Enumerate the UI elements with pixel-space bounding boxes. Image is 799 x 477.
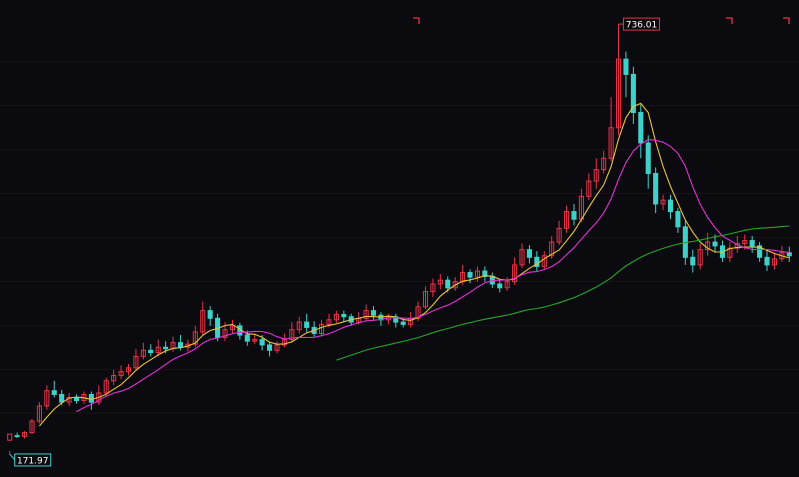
- candle-body: [73, 397, 80, 402]
- candle-body: [623, 58, 629, 75]
- candle-body: [549, 241, 555, 257]
- candle-body: [229, 325, 235, 331]
- candle-body: [333, 313, 339, 321]
- ma-short-line: [38, 102, 790, 427]
- corner-marker: [726, 17, 733, 24]
- candle-body: [200, 310, 206, 333]
- corner-marker: [783, 17, 790, 24]
- candle-body: [541, 255, 547, 267]
- candle-body: [88, 393, 94, 403]
- candle-body: [482, 270, 488, 277]
- candle-body: [363, 310, 369, 319]
- candle-body: [690, 256, 696, 266]
- candle-body: [140, 349, 146, 357]
- candle-body: [118, 371, 124, 376]
- candle-body: [341, 313, 347, 318]
- candle-body: [586, 180, 592, 197]
- candle-body: [289, 329, 295, 341]
- candle-body: [749, 240, 755, 247]
- candle-body: [44, 390, 50, 407]
- corner-marker: [413, 17, 420, 24]
- candle-body: [296, 321, 302, 331]
- candle-body: [326, 319, 332, 325]
- candle-body: [59, 393, 65, 403]
- candle-body: [207, 310, 213, 319]
- candle-body: [133, 355, 139, 369]
- candle-body: [519, 249, 525, 266]
- candle-body: [148, 349, 154, 354]
- candle-body: [319, 323, 325, 335]
- candle-body: [267, 344, 273, 351]
- candle-body: [192, 331, 198, 345]
- candle-body: [222, 329, 228, 338]
- candle-body: [467, 272, 473, 278]
- candle-body: [764, 256, 770, 266]
- candle-body: [615, 58, 622, 129]
- candle-body: [14, 435, 20, 438]
- candle-body: [163, 346, 169, 350]
- candle-body: [22, 432, 28, 437]
- candle-body: [593, 169, 599, 182]
- candle-body: [244, 334, 250, 342]
- candle-body: [712, 241, 718, 247]
- candle-body: [445, 279, 451, 289]
- candle-body: [304, 321, 310, 328]
- candle-body: [786, 252, 792, 257]
- candle-body: [103, 380, 109, 394]
- ma-mid-line: [76, 139, 790, 413]
- low-label-text: 171.97: [17, 456, 49, 466]
- candle-body: [177, 342, 184, 348]
- candle-body: [564, 211, 570, 229]
- candle-body: [430, 283, 436, 293]
- candle-body: [125, 367, 132, 373]
- candle-body: [370, 310, 377, 316]
- candle-body: [630, 73, 636, 114]
- candle-body: [155, 346, 161, 354]
- candle-body: [742, 240, 748, 245]
- candle-body: [771, 258, 777, 266]
- candle-body: [571, 211, 577, 220]
- candle-body: [556, 227, 562, 243]
- candle-body: [504, 281, 510, 289]
- candle-body: [474, 270, 480, 278]
- candle-body: [36, 405, 42, 422]
- candle-body: [7, 433, 13, 441]
- candle-body: [497, 283, 503, 289]
- candle-body: [645, 142, 651, 174]
- candle-body: [534, 256, 540, 267]
- low-marker-tick: [9, 453, 16, 461]
- candle-body: [660, 199, 666, 205]
- candle-body: [638, 112, 644, 144]
- candle-body: [697, 249, 703, 266]
- candle-body: [274, 344, 280, 351]
- candle-body: [512, 264, 518, 283]
- candle-body: [667, 199, 674, 213]
- low-label-box: [14, 453, 52, 467]
- candle-body: [437, 279, 443, 285]
- candle-body: [259, 339, 265, 346]
- candle-body: [281, 339, 287, 346]
- candle-body: [653, 172, 659, 205]
- candle-body: [29, 420, 35, 434]
- candle-body: [400, 321, 406, 325]
- candle-body: [252, 339, 258, 342]
- candle-body: [601, 157, 607, 171]
- candle-body: [422, 291, 429, 308]
- candle-body: [757, 245, 763, 258]
- candle-body: [608, 127, 614, 159]
- candle-body: [675, 211, 681, 228]
- high-label-text: 736.01: [626, 21, 658, 31]
- high-label-box: [623, 17, 661, 31]
- candle-body: [452, 281, 458, 289]
- candle-body: [111, 374, 117, 382]
- candle-body: [526, 249, 532, 258]
- ma-long-line: [336, 225, 790, 361]
- candle-body: [51, 390, 57, 395]
